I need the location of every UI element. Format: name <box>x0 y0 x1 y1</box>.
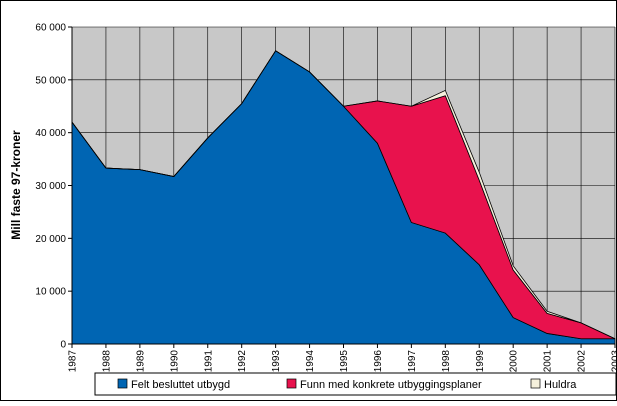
x-tick-label: 1996 <box>373 350 384 373</box>
x-tick-label: 1987 <box>68 350 79 373</box>
legend-label: Huldra <box>544 379 577 391</box>
x-tick-label: 1994 <box>305 350 316 373</box>
legend-swatch <box>531 379 540 388</box>
x-tick-label: 2002 <box>577 350 588 373</box>
y-tick-label: 0 <box>60 340 66 351</box>
x-tick-label: 1989 <box>135 350 146 373</box>
x-tick-label: 1988 <box>101 350 112 373</box>
y-tick-label: 10 000 <box>35 287 66 298</box>
y-tick-label: 40 000 <box>35 128 66 139</box>
y-tick-label: 50 000 <box>35 75 66 86</box>
x-tick-label: 1999 <box>475 350 486 373</box>
x-tick-label: 1991 <box>203 350 214 373</box>
x-tick-label: 1993 <box>271 350 282 373</box>
x-tick-label: 1990 <box>169 350 180 373</box>
y-tick-label: 60 000 <box>35 23 66 34</box>
x-tick-label: 1995 <box>339 350 350 373</box>
y-tick-label: 20 000 <box>35 234 66 245</box>
x-tick-label: 2003 <box>611 350 617 373</box>
x-tick-label: 1998 <box>441 350 452 373</box>
legend-swatch <box>287 379 296 388</box>
legend-label: Funn med konkrete utbyggingsplaner <box>300 379 482 391</box>
legend-swatch <box>118 379 127 388</box>
x-tick-label: 1997 <box>407 350 418 373</box>
x-tick-label: 2000 <box>509 350 520 373</box>
y-tick-label: 30 000 <box>35 181 66 192</box>
y-axis-label: Mill faste 97-kroner <box>9 130 23 240</box>
x-tick-label: 1992 <box>237 350 248 373</box>
x-tick-label: 2001 <box>543 350 554 373</box>
legend-label: Felt besluttet utbygd <box>131 379 230 391</box>
